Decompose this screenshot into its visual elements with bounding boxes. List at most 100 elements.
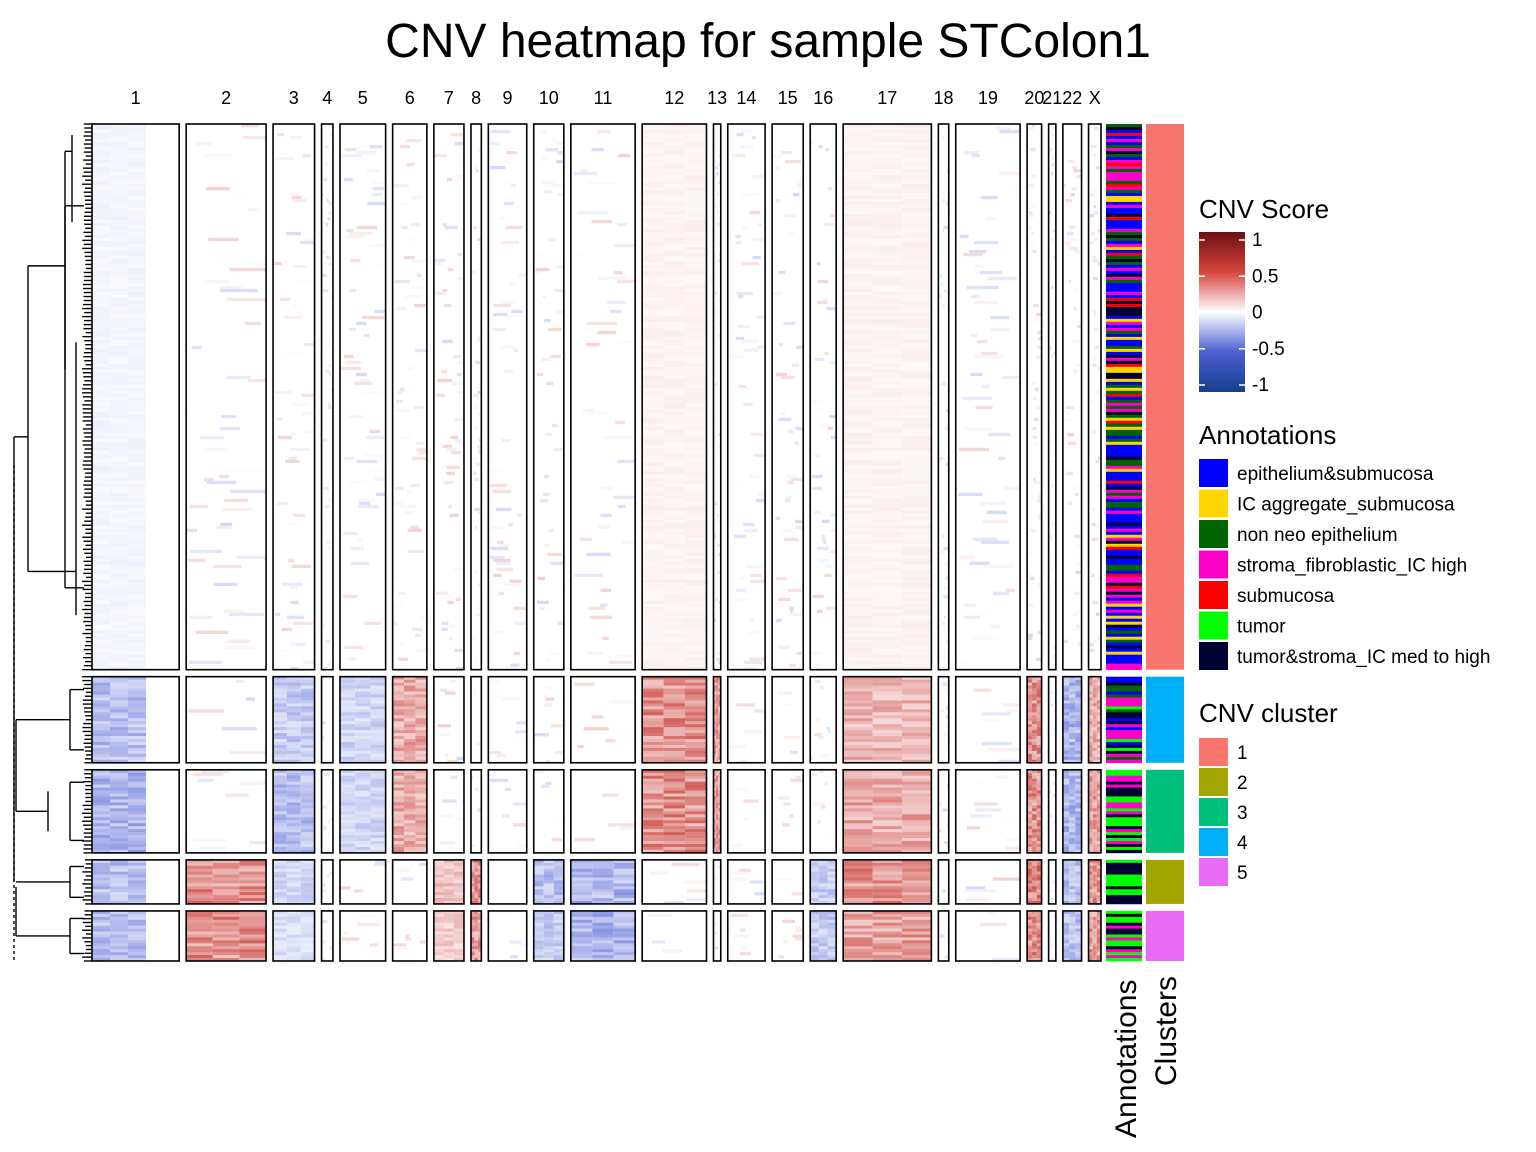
cluster-legend-swatch bbox=[1199, 858, 1228, 886]
chromosome-label-20: 20 bbox=[1024, 88, 1044, 108]
heatmap-block-cluster-3-chr-19 bbox=[954, 768, 1021, 854]
heatmap-block-cluster-4-chr-10 bbox=[532, 675, 565, 764]
cnv-score-tick-label: 0 bbox=[1252, 303, 1263, 324]
heatmap-block-cluster-4-chr-19 bbox=[954, 675, 1021, 764]
heatmap-block-cluster-2-chr-17 bbox=[842, 859, 933, 905]
heatmap-block-cluster-1-chr-11 bbox=[570, 123, 636, 671]
cnv-score-ticks: 1 0.5 0 -0.5 -1 bbox=[1199, 230, 1285, 396]
heatmap-block-cluster-2-chr-16 bbox=[809, 859, 837, 905]
annotation-strip-cluster-3 bbox=[1106, 769, 1142, 854]
heatmap-block-cluster-3-chr-15 bbox=[771, 768, 805, 854]
chromosome-label-15: 15 bbox=[778, 88, 798, 108]
heatmap-block-cluster-3-chr-5 bbox=[339, 768, 387, 854]
heatmap-block-cluster-1-chr-16 bbox=[809, 123, 837, 671]
heatmap-block-cluster-1-chr-7 bbox=[433, 123, 465, 671]
heatmap-block-cluster-3-chr-12 bbox=[641, 768, 708, 854]
heatmap-block-cluster-3-chr-3 bbox=[272, 768, 316, 854]
annotation-legend-swatch bbox=[1199, 642, 1228, 670]
heatmap-block-cluster-2-chr-9 bbox=[487, 859, 528, 905]
chromosome-label-19: 19 bbox=[978, 88, 998, 108]
heatmap-block-cluster-5-chr-11 bbox=[570, 910, 636, 962]
annotation-legend-swatch bbox=[1199, 459, 1228, 487]
heatmap-block-cluster-4-chr-3 bbox=[272, 675, 316, 764]
heatmap-block-cluster-3-chr-17 bbox=[842, 768, 933, 854]
cnv-score-tick-label: 1 bbox=[1252, 230, 1263, 251]
heatmap-block-cluster-2-chr-21 bbox=[1047, 859, 1057, 905]
heatmap-block-cluster-1-chr-9 bbox=[487, 123, 528, 671]
heatmap-block-cluster-3-chr-22 bbox=[1062, 768, 1083, 854]
heatmap-block-cluster-2-chr-15 bbox=[771, 859, 805, 905]
heatmap-block-cluster-5-chr-X bbox=[1087, 910, 1102, 962]
chromosome-label-10: 10 bbox=[539, 88, 559, 108]
heatmap-block-cluster-1-chr-19 bbox=[954, 123, 1021, 671]
heatmap-block-cluster-1-chr-13 bbox=[712, 123, 722, 671]
heatmap-block-cluster-3-chr-14 bbox=[726, 768, 766, 854]
heatmap-block-cluster-4-chr-18 bbox=[937, 675, 950, 764]
heatmap-block-cluster-5-chr-6 bbox=[391, 910, 428, 962]
annotation-legend-label: non neo epithelium bbox=[1237, 525, 1398, 546]
heatmap-block-cluster-4-chr-11 bbox=[570, 675, 636, 764]
heatmap-block-cluster-2-chr-19 bbox=[954, 859, 1021, 905]
heatmap-block-cluster-2-chr-6 bbox=[391, 859, 428, 905]
chromosome-label-5: 5 bbox=[358, 88, 368, 108]
heatmap-body bbox=[91, 123, 1102, 962]
chromosome-label-9: 9 bbox=[503, 88, 513, 108]
cluster-legend-label: 4 bbox=[1237, 833, 1248, 854]
heatmap-block-cluster-4-chr-X bbox=[1087, 675, 1102, 764]
cluster-strip bbox=[1146, 124, 1184, 961]
heatmap-block-cluster-1-chr-18 bbox=[937, 123, 950, 671]
heatmap-block-cluster-2-chr-13 bbox=[712, 859, 722, 905]
cluster-strip-segment-1 bbox=[1146, 124, 1184, 670]
heatmap-block-cluster-2-chr-22 bbox=[1062, 859, 1083, 905]
heatmap-block-cluster-5-chr-12 bbox=[641, 910, 708, 962]
chromosome-label-12: 12 bbox=[664, 88, 684, 108]
cluster-legend-label: 1 bbox=[1237, 743, 1248, 764]
heatmap-block-cluster-3-chr-8 bbox=[470, 768, 483, 854]
heatmap-block-cluster-5-chr-9 bbox=[487, 910, 528, 962]
chromosome-label-17: 17 bbox=[877, 88, 897, 108]
row-dendrogram bbox=[13, 123, 92, 962]
cluster-legend-label: 3 bbox=[1237, 803, 1248, 824]
legend-clusters: CNV cluster 1 2 3 4 5 bbox=[1199, 698, 1338, 886]
heatmap-block-cluster-3-chr-16 bbox=[809, 768, 837, 854]
heatmap-block-cluster-1-chr-3 bbox=[272, 123, 316, 671]
cluster-strip-segment-5 bbox=[1146, 910, 1184, 961]
cluster-legend-label: 5 bbox=[1237, 863, 1248, 884]
annotation-strip-cluster-2 bbox=[1106, 859, 1142, 905]
heatmap-block-cluster-1-chr-17 bbox=[842, 123, 933, 671]
heatmap-block-cluster-4-chr-17 bbox=[842, 675, 933, 764]
heatmap-block-cluster-2-chr-X bbox=[1087, 859, 1102, 905]
heatmap-block-cluster-3-chr-20 bbox=[1026, 768, 1043, 854]
heatmap-block-cluster-1-chr-6 bbox=[391, 123, 428, 671]
heatmap-block-cluster-5-chr-3 bbox=[272, 910, 316, 962]
heatmap-block-cluster-4-chr-21 bbox=[1047, 675, 1057, 764]
annotation-legend-label: submucosa bbox=[1237, 586, 1335, 607]
heatmap-block-cluster-2-chr-1 bbox=[91, 859, 180, 905]
annotation-strip-cluster-1 bbox=[1106, 124, 1142, 670]
annotation-legend-swatch bbox=[1199, 611, 1228, 640]
heatmap-block-cluster-1-chr-8 bbox=[470, 123, 483, 671]
heatmap-block-cluster-5-chr-21 bbox=[1047, 910, 1057, 962]
heatmap-block-cluster-3-chr-18 bbox=[937, 768, 950, 854]
chromosome-label-4: 4 bbox=[322, 88, 332, 108]
chromosome-label-6: 6 bbox=[405, 88, 415, 108]
heatmap-block-cluster-4-chr-4 bbox=[320, 675, 334, 764]
heatmap-block-cluster-3-chr-2 bbox=[185, 768, 267, 854]
legend-cnv-score: CNV Score 1 0.5 0 -0.5 -1 bbox=[1199, 194, 1329, 396]
annotation-legend-swatch bbox=[1199, 581, 1228, 609]
heatmap-block-cluster-3-chr-6 bbox=[391, 768, 428, 854]
heatmap-block-cluster-3-chr-1 bbox=[91, 768, 180, 854]
legend-annotations-title: Annotations bbox=[1199, 420, 1336, 450]
annotation-legend-swatch bbox=[1199, 550, 1228, 579]
heatmap-block-cluster-1-chr-2 bbox=[185, 123, 267, 671]
heatmap-block-cluster-2-chr-7 bbox=[433, 859, 465, 905]
clusters-axis-title: Clusters bbox=[1150, 976, 1183, 1086]
heatmap-block-cluster-1-chr-15 bbox=[771, 123, 805, 671]
heatmap-block-cluster-3-chr-21 bbox=[1047, 768, 1057, 854]
heatmap-block-cluster-5-chr-18 bbox=[937, 910, 950, 962]
heatmap-block-cluster-1-chr-10 bbox=[532, 123, 565, 671]
cnv-score-tick-label: -1 bbox=[1252, 375, 1269, 396]
heatmap-block-cluster-5-chr-19 bbox=[954, 910, 1021, 962]
